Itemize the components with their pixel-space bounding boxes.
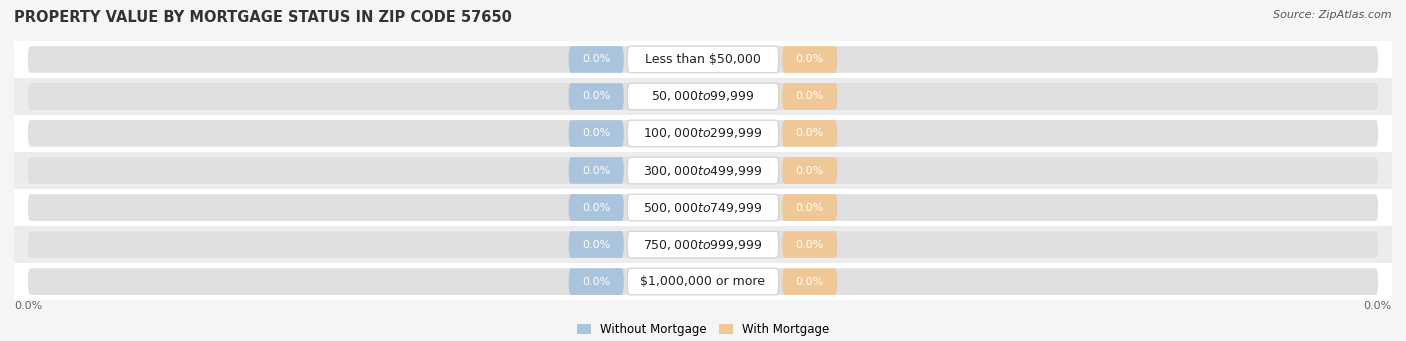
Text: 0.0%: 0.0% — [582, 55, 610, 64]
Text: 0.0%: 0.0% — [582, 129, 610, 138]
FancyBboxPatch shape — [14, 78, 1392, 115]
FancyBboxPatch shape — [782, 46, 838, 73]
Text: 0.0%: 0.0% — [582, 91, 610, 102]
Text: PROPERTY VALUE BY MORTGAGE STATUS IN ZIP CODE 57650: PROPERTY VALUE BY MORTGAGE STATUS IN ZIP… — [14, 10, 512, 25]
Text: 0.0%: 0.0% — [796, 91, 824, 102]
FancyBboxPatch shape — [627, 231, 779, 258]
FancyBboxPatch shape — [28, 231, 1378, 258]
Text: 0.0%: 0.0% — [796, 165, 824, 176]
FancyBboxPatch shape — [28, 120, 1378, 147]
FancyBboxPatch shape — [568, 231, 624, 258]
Text: $1,000,000 or more: $1,000,000 or more — [641, 275, 765, 288]
FancyBboxPatch shape — [28, 268, 1378, 295]
FancyBboxPatch shape — [782, 194, 838, 221]
FancyBboxPatch shape — [14, 189, 1392, 226]
FancyBboxPatch shape — [627, 194, 779, 221]
FancyBboxPatch shape — [782, 120, 838, 147]
Text: 0.0%: 0.0% — [14, 301, 42, 311]
Legend: Without Mortgage, With Mortgage: Without Mortgage, With Mortgage — [572, 318, 834, 341]
FancyBboxPatch shape — [627, 120, 779, 147]
Text: 0.0%: 0.0% — [796, 239, 824, 250]
FancyBboxPatch shape — [568, 194, 624, 221]
FancyBboxPatch shape — [568, 120, 624, 147]
Text: 0.0%: 0.0% — [582, 277, 610, 286]
Text: 0.0%: 0.0% — [582, 165, 610, 176]
FancyBboxPatch shape — [28, 46, 1378, 73]
FancyBboxPatch shape — [28, 157, 1378, 184]
FancyBboxPatch shape — [14, 263, 1392, 300]
FancyBboxPatch shape — [782, 231, 838, 258]
Text: $500,000 to $749,999: $500,000 to $749,999 — [644, 201, 762, 214]
Text: 0.0%: 0.0% — [796, 203, 824, 212]
Text: 0.0%: 0.0% — [582, 239, 610, 250]
Text: 0.0%: 0.0% — [1364, 301, 1392, 311]
FancyBboxPatch shape — [568, 46, 624, 73]
FancyBboxPatch shape — [627, 46, 779, 73]
FancyBboxPatch shape — [782, 268, 838, 295]
Text: Less than $50,000: Less than $50,000 — [645, 53, 761, 66]
FancyBboxPatch shape — [14, 226, 1392, 263]
Text: $100,000 to $299,999: $100,000 to $299,999 — [644, 127, 762, 140]
Text: 0.0%: 0.0% — [796, 55, 824, 64]
FancyBboxPatch shape — [568, 268, 624, 295]
Text: $50,000 to $99,999: $50,000 to $99,999 — [651, 89, 755, 103]
Text: $300,000 to $499,999: $300,000 to $499,999 — [644, 163, 762, 178]
FancyBboxPatch shape — [627, 157, 779, 184]
FancyBboxPatch shape — [28, 194, 1378, 221]
FancyBboxPatch shape — [14, 115, 1392, 152]
FancyBboxPatch shape — [28, 83, 1378, 110]
Text: Source: ZipAtlas.com: Source: ZipAtlas.com — [1274, 10, 1392, 20]
FancyBboxPatch shape — [627, 268, 779, 295]
FancyBboxPatch shape — [568, 157, 624, 184]
FancyBboxPatch shape — [14, 41, 1392, 78]
FancyBboxPatch shape — [568, 83, 624, 110]
Text: 0.0%: 0.0% — [796, 277, 824, 286]
FancyBboxPatch shape — [782, 157, 838, 184]
Text: 0.0%: 0.0% — [582, 203, 610, 212]
FancyBboxPatch shape — [14, 152, 1392, 189]
FancyBboxPatch shape — [782, 83, 838, 110]
Text: $750,000 to $999,999: $750,000 to $999,999 — [644, 238, 762, 252]
FancyBboxPatch shape — [627, 83, 779, 110]
Text: 0.0%: 0.0% — [796, 129, 824, 138]
